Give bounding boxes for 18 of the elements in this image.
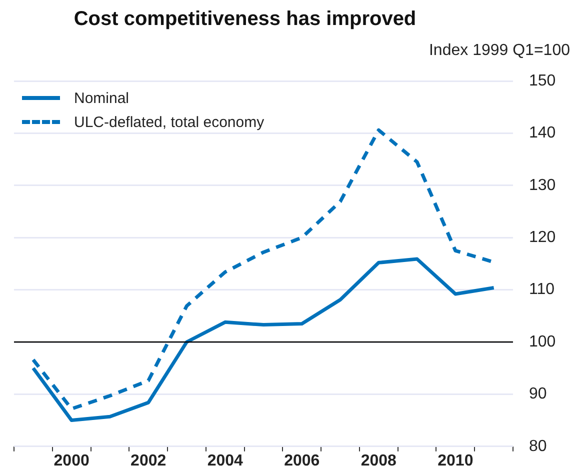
y-axis-title: Index 1999 Q1=100 — [428, 42, 570, 60]
y-tick-label: 150 — [529, 72, 556, 90]
y-tick-label: 130 — [529, 176, 556, 194]
chart-title: Cost competitiveness has improved — [72, 8, 418, 31]
x-tick-label: 2004 — [207, 452, 244, 470]
y-tick-label: 120 — [529, 229, 556, 246]
y-tick-label: 110 — [529, 281, 555, 298]
y-tick-label: 80 — [529, 438, 547, 455]
x-tick-label: 2006 — [284, 452, 320, 470]
y-tick-label: 100 — [529, 333, 556, 350]
y-tick-label: 140 — [529, 124, 556, 142]
x-tick-label: 2008 — [360, 452, 397, 470]
x-tick-label: 2010 — [438, 452, 474, 470]
y-tick-label: 90 — [529, 386, 547, 403]
x-tick-label: 2002 — [130, 452, 166, 470]
legend-label: Nominal — [74, 90, 130, 106]
legend-label: ULC-deflated, total economy — [74, 114, 264, 130]
x-tick-label: 2000 — [54, 452, 90, 470]
